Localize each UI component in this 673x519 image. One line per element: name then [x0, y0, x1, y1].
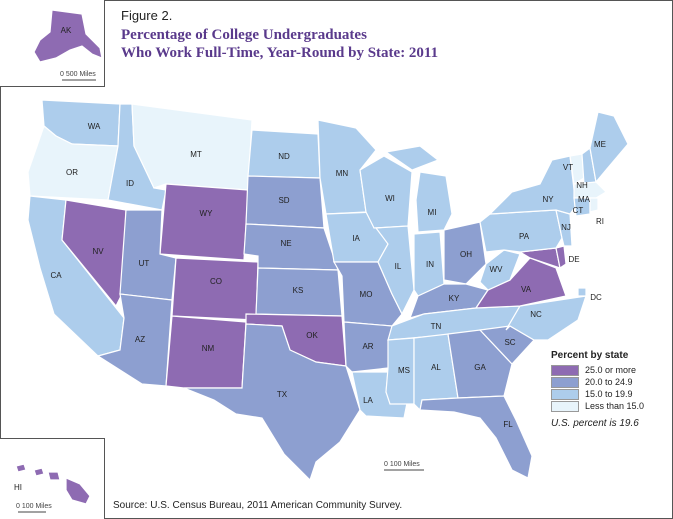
label-ND: ND: [278, 152, 290, 161]
state-IL: [374, 225, 415, 316]
label-SD: SD: [278, 196, 289, 205]
legend-item: 20.0 to 24.9: [551, 376, 669, 388]
title-line-2: Who Work Full-Time, Year-Round by State:…: [121, 45, 439, 61]
label-OK: OK: [306, 331, 318, 340]
label-NH: NH: [576, 181, 588, 190]
label-AK: AK: [61, 26, 72, 35]
legend-label-1: 25.0 or more: [585, 365, 637, 375]
label-PA: PA: [519, 232, 530, 241]
label-WA: WA: [88, 122, 101, 131]
title-line-1: Percentage of College Undergraduates: [121, 27, 367, 43]
hawaii-scale-label: 0 100 Miles: [16, 503, 52, 510]
label-KS: KS: [293, 286, 304, 295]
state-NV: [61, 199, 127, 308]
label-TX: TX: [277, 390, 288, 399]
main-scale-label: 0 100 Miles: [384, 461, 420, 468]
label-VT: VT: [563, 163, 573, 172]
state-MI: [415, 171, 453, 233]
label-FL: FL: [503, 420, 513, 429]
label-MT: MT: [190, 150, 202, 159]
state-HI-2: [33, 467, 45, 477]
state-AK: [33, 9, 103, 63]
legend-swatch-2: [551, 376, 579, 388]
label-OR: OR: [66, 168, 78, 177]
label-WY: WY: [200, 209, 214, 218]
state-MT: [131, 103, 253, 191]
label-DE: DE: [568, 255, 579, 264]
label-KY: KY: [449, 294, 460, 303]
label-AR: AR: [362, 342, 373, 351]
legend-item: 15.0 to 19.9: [551, 388, 669, 400]
state-FL: [419, 395, 533, 479]
state-HI-3: [47, 471, 61, 481]
label-SC: SC: [504, 338, 515, 347]
legend-swatch-1: [551, 364, 579, 376]
state-AZ: [96, 293, 173, 387]
label-CO: CO: [210, 277, 222, 286]
state-HI-4: [65, 477, 91, 505]
label-UT: UT: [139, 259, 150, 268]
label-WI: WI: [385, 194, 395, 203]
label-AL: AL: [431, 363, 441, 372]
state-TX: [183, 323, 361, 482]
legend-item: 25.0 or more: [551, 364, 669, 376]
label-AZ: AZ: [135, 335, 145, 344]
map-title: Percentage of College Undergraduates Who…: [121, 26, 438, 62]
state-MI-upper: [384, 145, 440, 171]
label-GA: GA: [474, 363, 486, 372]
label-NC: NC: [530, 310, 542, 319]
legend-label-4: Less than 15.0: [585, 401, 645, 411]
label-MA: MA: [578, 195, 591, 204]
legend-title: Percent by state: [551, 350, 629, 361]
state-RI: [589, 197, 599, 213]
state-CO: [171, 257, 259, 321]
label-TN: TN: [431, 322, 442, 331]
label-ID: ID: [126, 179, 134, 188]
legend-swatch-3: [551, 388, 579, 400]
source-note: Source: U.S. Census Bureau, 2011 America…: [113, 500, 403, 511]
label-NY: NY: [542, 195, 554, 204]
label-MN: MN: [336, 169, 349, 178]
label-CA: CA: [50, 271, 62, 280]
label-DC: DC: [590, 293, 602, 302]
legend-item: Less than 15.0: [551, 400, 669, 412]
label-IA: IA: [352, 234, 360, 243]
label-NV: NV: [92, 247, 104, 256]
legend-swatch-4: [551, 400, 579, 412]
label-HI: HI: [14, 483, 22, 492]
label-NE: NE: [280, 239, 291, 248]
state-DE: [555, 245, 567, 269]
state-HI-1: [15, 463, 27, 473]
label-MS: MS: [398, 366, 410, 375]
state-PA: [479, 209, 563, 253]
label-OH: OH: [460, 250, 472, 259]
state-AR: [343, 321, 393, 373]
label-WV: WV: [490, 265, 504, 274]
label-IN: IN: [426, 260, 434, 269]
label-MI: MI: [428, 208, 437, 217]
state-OH: [443, 221, 487, 285]
label-VA: VA: [521, 285, 532, 294]
state-WY: [159, 183, 249, 261]
state-CT: [573, 197, 591, 217]
us-percent-note: U.S. percent is 19.6: [551, 418, 639, 429]
figure-label: Figure 2.: [121, 8, 173, 23]
label-NM: NM: [202, 344, 215, 353]
alaska-scale-label: 0 500 Miles: [60, 71, 96, 78]
label-IL: IL: [395, 262, 402, 271]
state-DC: [577, 287, 587, 297]
label-NJ: NJ: [561, 223, 571, 232]
legend-label-3: 15.0 to 19.9: [585, 389, 633, 399]
legend-label-2: 20.0 to 24.9: [585, 377, 633, 387]
label-MO: MO: [360, 290, 373, 299]
state-MA: [573, 181, 607, 199]
label-LA: LA: [363, 396, 373, 405]
label-RI: RI: [596, 217, 604, 226]
map-legend: Percent by state 25.0 or more 20.0 to 24…: [551, 350, 669, 429]
label-ME: ME: [594, 140, 606, 149]
label-CT: CT: [573, 206, 584, 215]
state-NC: [505, 295, 587, 341]
